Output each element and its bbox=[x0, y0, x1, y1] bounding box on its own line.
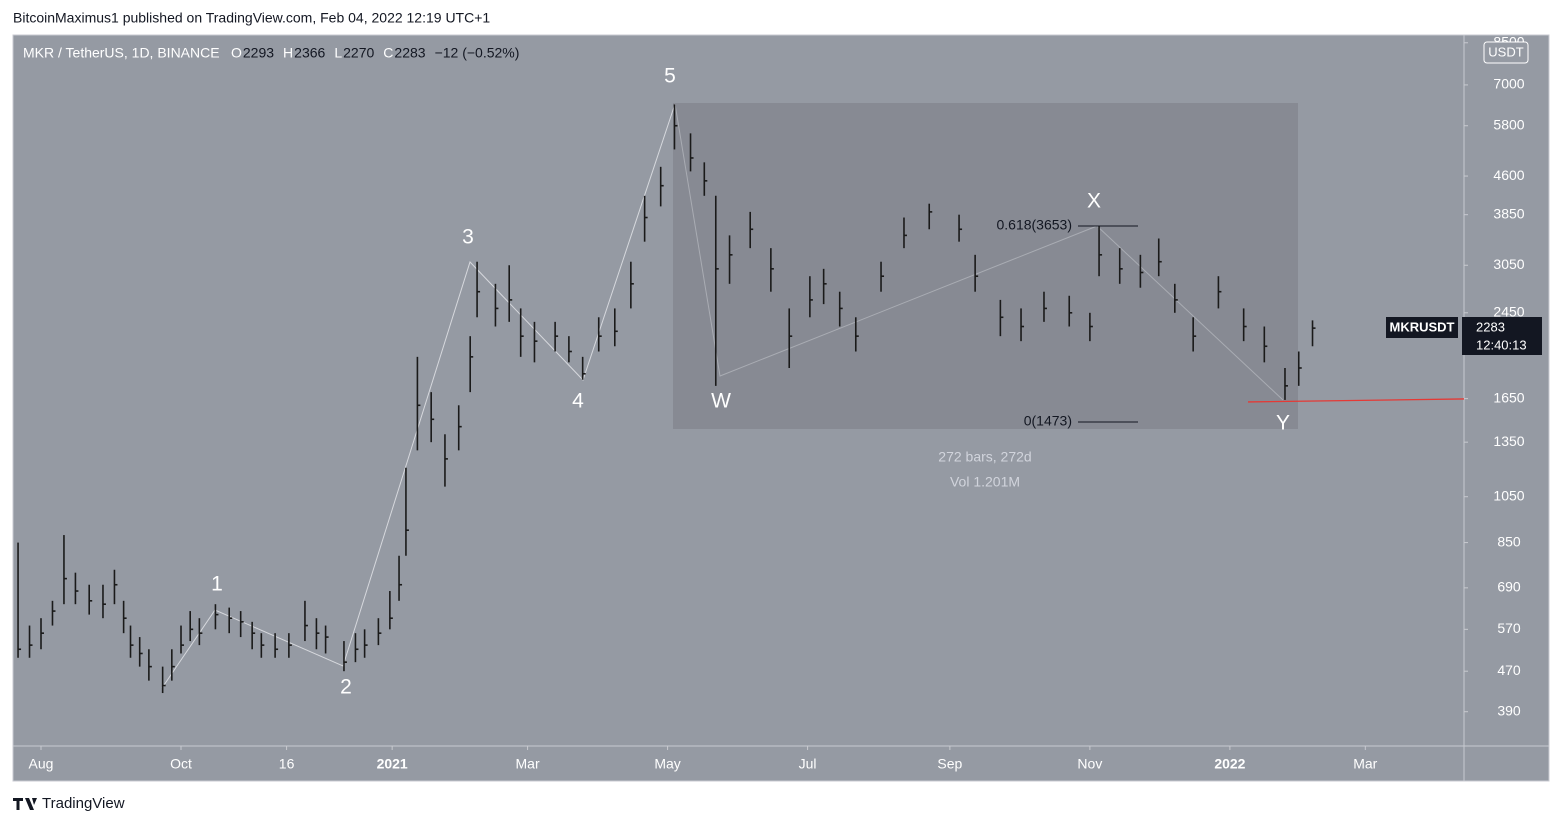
logo bbox=[13, 798, 37, 810]
fib-label: 0(1473) bbox=[1024, 413, 1072, 429]
fib-label: 0.618(3653) bbox=[996, 217, 1072, 233]
symbol: MKRUSDT bbox=[1390, 319, 1455, 334]
range-label: Vol 1.201M bbox=[950, 474, 1020, 490]
x-tick-label: Mar bbox=[1353, 756, 1377, 772]
symbol-tag bbox=[1386, 317, 1458, 338]
brand[interactable]: TradingView bbox=[42, 795, 125, 812]
wave-label: 2 bbox=[340, 676, 352, 699]
y-tick-label: 4600 bbox=[1493, 167, 1524, 183]
legend-key: L bbox=[334, 45, 342, 61]
wave-label: W bbox=[711, 390, 731, 413]
x-tick-label: Oct bbox=[170, 756, 192, 772]
wave-label: X bbox=[1087, 190, 1101, 213]
y-tick-label: 850 bbox=[1497, 533, 1521, 549]
y-tick-label: 570 bbox=[1497, 620, 1521, 636]
legend-change: −12 (−0.52%) bbox=[435, 45, 520, 61]
countdown: 12:40:13 bbox=[1476, 337, 1527, 352]
support-line bbox=[1247, 398, 1465, 403]
publisher: BitcoinMaximus1 published on TradingView… bbox=[13, 10, 490, 26]
wave-label: 4 bbox=[572, 390, 584, 413]
y-tick-label: 3850 bbox=[1493, 205, 1524, 221]
axes: 390 470 570 690 850 1050 1350 1650 2450 3050 3850 4… bbox=[29, 33, 1525, 771]
correction-wave bbox=[674, 103, 1284, 401]
y-tick-label: 1050 bbox=[1493, 487, 1524, 503]
y-tick-label: 2450 bbox=[1493, 304, 1524, 320]
wave-label: 3 bbox=[462, 226, 474, 249]
legend-value: 2270 bbox=[343, 45, 374, 61]
x-tick-label: Jul bbox=[799, 756, 817, 772]
wave-label: 1 bbox=[211, 573, 223, 596]
x-tick-label: 2021 bbox=[377, 756, 408, 772]
legend-value: 2293 bbox=[243, 45, 274, 61]
price-tag bbox=[1462, 317, 1542, 355]
currency-box[interactable] bbox=[1483, 41, 1529, 64]
wave-label: 5 bbox=[664, 65, 676, 88]
legend-key: C bbox=[383, 45, 393, 61]
y-tick-label: 390 bbox=[1497, 702, 1521, 718]
legend-key: O bbox=[231, 45, 242, 61]
legend: O 2293 H 2366 L 2270 C 2283 −12 (−0.52%) bbox=[231, 45, 519, 61]
y-tick-label: 1350 bbox=[1493, 433, 1524, 449]
range-label: 272 bars, 272d bbox=[938, 449, 1031, 465]
y-tick-label: 3050 bbox=[1493, 256, 1524, 272]
legend-title: MKR / TetherUS, 1D, BINANCE bbox=[23, 45, 220, 61]
wave-label: Y bbox=[1276, 412, 1290, 435]
y-tick-label: 690 bbox=[1497, 579, 1521, 595]
x-tick-label: Aug bbox=[29, 756, 54, 772]
legend-value: 2283 bbox=[394, 45, 425, 61]
y-tick-label: 7000 bbox=[1493, 76, 1524, 92]
range-box bbox=[673, 103, 1298, 429]
bars bbox=[17, 104, 1316, 694]
legend-key: H bbox=[283, 45, 293, 61]
last-price: 2283 bbox=[1476, 319, 1505, 334]
x-tick-label: Mar bbox=[516, 756, 540, 772]
x-tick-label: Nov bbox=[1077, 756, 1102, 772]
y-tick-label: 470 bbox=[1497, 662, 1521, 678]
x-tick-label: Sep bbox=[937, 756, 962, 772]
y-tick-label: 1650 bbox=[1493, 389, 1524, 405]
currency[interactable]: USDT bbox=[1488, 44, 1523, 59]
x-tick-label: May bbox=[654, 756, 680, 772]
x-tick-label: 16 bbox=[279, 756, 295, 772]
x-tick-label: 2022 bbox=[1214, 756, 1245, 772]
legend-value: 2366 bbox=[294, 45, 325, 61]
y-tick-label: 5800 bbox=[1493, 116, 1524, 132]
